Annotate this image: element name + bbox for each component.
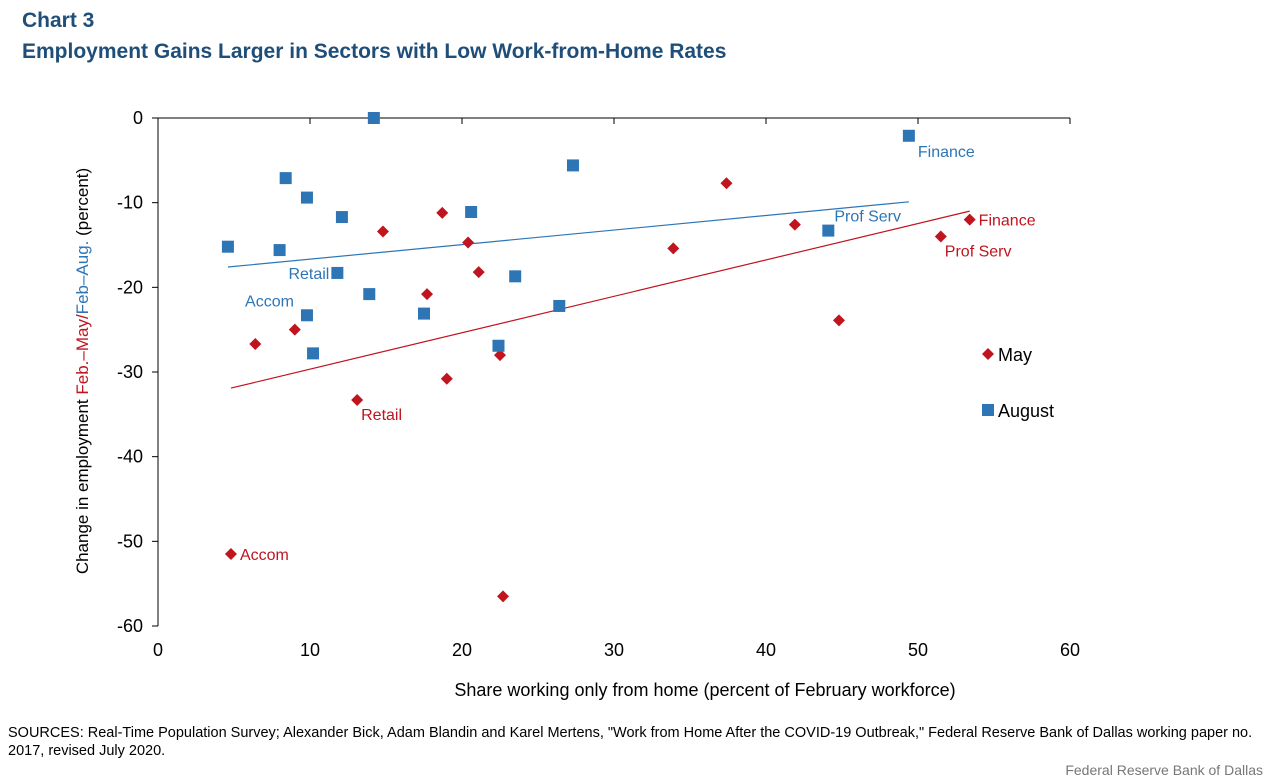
x-tick-label: 30 <box>604 640 624 660</box>
may-point-label: Prof Serv <box>945 244 1012 261</box>
x-axis-label: Share working only from home (percent of… <box>454 680 955 700</box>
august-point <box>553 299 566 312</box>
august-point <box>902 129 915 142</box>
august-point-label: Prof Serv <box>834 209 901 226</box>
august-point <box>273 244 286 257</box>
may-point <box>963 213 976 226</box>
may-point <box>788 218 801 231</box>
y-tick-label: -30 <box>117 362 143 382</box>
august-point <box>367 112 380 124</box>
may-point <box>472 266 485 279</box>
august-point <box>418 307 430 320</box>
august-point <box>822 224 835 237</box>
may-point <box>224 548 237 561</box>
scatter-plot: 0 10 20 30 40 50 60 0 -10 -20 -30 -40 -50 -60 Accom Re… <box>73 108 1080 700</box>
may-point <box>494 349 506 362</box>
august-trend-line <box>227 201 909 268</box>
x-tick-label: 10 <box>300 640 320 660</box>
august-point <box>335 211 348 224</box>
y-axis-label-part: Change in employment <box>73 395 92 575</box>
august-point <box>363 288 376 301</box>
legend-august-marker <box>982 404 994 416</box>
chart-number: Chart 3 <box>22 9 95 32</box>
x-tick-label: 50 <box>908 640 928 660</box>
may-point <box>249 338 262 351</box>
point-labels: Accom Retail Prof Serv Finance Accom Retail Pr… <box>240 144 1036 564</box>
may-point <box>832 314 845 327</box>
y-tick-label: -10 <box>117 193 143 213</box>
y-axis-label-part: (percent) <box>73 168 92 241</box>
y-axis-label: Change in employment Feb.–May/Feb–Aug. (… <box>73 168 92 574</box>
august-point <box>300 191 313 204</box>
august-point <box>279 172 292 185</box>
august-point-label: Accom <box>245 293 294 310</box>
may-point <box>351 393 364 406</box>
august-point <box>307 347 320 360</box>
may-point <box>720 177 733 190</box>
may-point <box>462 236 475 249</box>
y-axis-label-part: Feb–Aug. <box>73 241 92 315</box>
may-point <box>288 323 301 336</box>
y-tick-label: 0 <box>133 108 143 128</box>
y-axis-label-part: Feb.–May/ <box>73 314 92 395</box>
legend: May August <box>982 345 1054 421</box>
may-point <box>667 242 680 255</box>
credit-line: Federal Reserve Bank of Dallas <box>1065 762 1263 778</box>
may-point <box>421 288 434 301</box>
august-point <box>331 266 344 279</box>
may-point <box>376 225 389 238</box>
august-point <box>566 159 579 172</box>
sources-note: SOURCES: Real-Time Population Survey; Al… <box>8 725 1253 759</box>
may-point <box>497 590 510 603</box>
x-tick-label: 60 <box>1060 640 1080 660</box>
chart-title: Employment Gains Larger in Sectors with … <box>22 40 727 63</box>
may-point-label: Accom <box>240 547 289 564</box>
may-point <box>436 206 449 219</box>
may-trend-line <box>230 210 970 389</box>
trend-lines <box>227 201 970 389</box>
august-point <box>465 205 478 218</box>
may-point-label: Finance <box>979 213 1036 230</box>
august-point <box>509 270 522 283</box>
data-points <box>221 112 976 603</box>
x-tick-label: 40 <box>756 640 776 660</box>
y-tick-label: -50 <box>117 531 143 551</box>
axes: 0 10 20 30 40 50 60 0 -10 -20 -30 -40 -50 -60 <box>117 108 1080 660</box>
may-point <box>440 372 453 385</box>
x-tick-label: 0 <box>153 640 163 660</box>
y-tick-label: -40 <box>117 447 143 467</box>
may-point <box>934 230 947 243</box>
legend-may-marker <box>982 348 994 360</box>
x-tick-label: 20 <box>452 640 472 660</box>
legend-may-label: May <box>998 345 1032 365</box>
august-point-label: Retail <box>288 266 329 283</box>
august-point <box>221 240 234 253</box>
may-point-label: Retail <box>361 407 402 424</box>
legend-august-label: August <box>998 401 1054 421</box>
august-point <box>492 339 505 352</box>
y-tick-label: -60 <box>117 616 143 636</box>
august-point-label: Finance <box>918 144 975 161</box>
august-point <box>300 309 313 322</box>
y-tick-label: -20 <box>117 277 143 297</box>
